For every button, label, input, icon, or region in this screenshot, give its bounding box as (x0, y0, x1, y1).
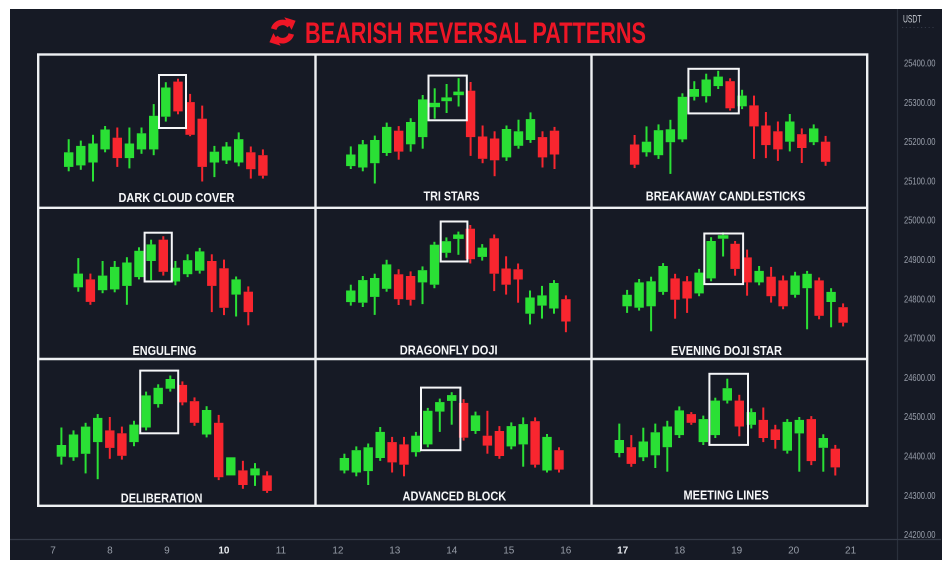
svg-text:25100.00: 25100.00 (904, 175, 936, 187)
svg-text:25200.00: 25200.00 (904, 136, 936, 148)
svg-text:ENGULFING: ENGULFING (133, 343, 197, 358)
svg-text:EVENING DOJI STAR: EVENING DOJI STAR (671, 343, 782, 358)
svg-text:19: 19 (731, 545, 743, 556)
svg-text:24400.00: 24400.00 (904, 451, 936, 463)
svg-text:21: 21 (845, 545, 857, 556)
svg-text:12: 12 (332, 545, 344, 556)
svg-text:13: 13 (389, 545, 401, 556)
svg-text:24300.00: 24300.00 (904, 490, 936, 502)
svg-text:20: 20 (788, 545, 800, 556)
svg-text:16: 16 (560, 545, 572, 556)
svg-text:BEARISH REVERSAL PATTERNS: BEARISH REVERSAL PATTERNS (305, 18, 646, 50)
svg-text:25300.00: 25300.00 (904, 97, 936, 109)
svg-text:TRI STARS: TRI STARS (424, 188, 480, 203)
svg-text:18: 18 (674, 545, 686, 556)
svg-text:25400.00: 25400.00 (904, 58, 936, 70)
svg-text:USDT: USDT (903, 13, 922, 25)
svg-text:MEETING LINES: MEETING LINES (684, 487, 770, 502)
svg-text:ADVANCED BLOCK: ADVANCED BLOCK (403, 489, 507, 504)
svg-text:17: 17 (617, 545, 629, 556)
svg-text:DRAGONFLY DOJI: DRAGONFLY DOJI (400, 342, 498, 357)
svg-text:10: 10 (218, 545, 230, 556)
svg-text:24700.00: 24700.00 (904, 333, 936, 345)
svg-text:7: 7 (50, 545, 56, 556)
svg-text:24200.00: 24200.00 (904, 529, 936, 541)
svg-text:24500.00: 24500.00 (904, 411, 936, 423)
svg-text:24900.00: 24900.00 (904, 254, 936, 266)
svg-text:8: 8 (107, 545, 113, 556)
svg-text:24600.00: 24600.00 (904, 372, 936, 384)
svg-text:11: 11 (276, 545, 287, 556)
svg-text:DELIBERATION: DELIBERATION (121, 490, 203, 505)
svg-text:BREAKAWAY CANDLESTICKS: BREAKAWAY CANDLESTICKS (646, 189, 806, 204)
svg-text:DARK CLOUD COVER: DARK CLOUD COVER (119, 190, 236, 205)
svg-text:15: 15 (503, 545, 515, 556)
svg-text:24800.00: 24800.00 (904, 293, 936, 305)
svg-text:9: 9 (164, 545, 170, 556)
svg-text:14: 14 (446, 545, 458, 556)
svg-text:25000.00: 25000.00 (904, 215, 936, 227)
